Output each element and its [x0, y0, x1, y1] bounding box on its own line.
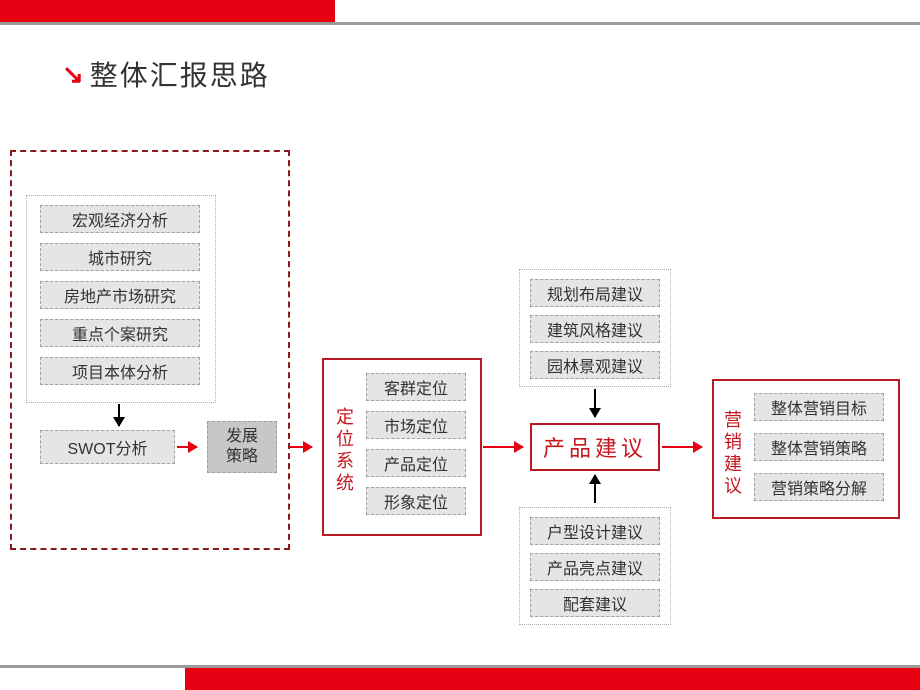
arrow-icon: ↘ [62, 59, 84, 90]
top-strip [0, 22, 920, 25]
arrow-right-icon [483, 446, 523, 448]
arrow-down-icon [118, 404, 120, 426]
analysis-item: 宏观经济分析 [40, 205, 200, 233]
arrow-up-icon [594, 475, 596, 503]
page-title: 整体汇报思路 [90, 54, 270, 94]
arrow-right-icon [662, 446, 702, 448]
analysis-item: 城市研究 [40, 243, 200, 271]
arrow-down-icon [594, 389, 596, 417]
product-box: 产品建议 [530, 423, 660, 471]
product-label: 产品建议 [543, 431, 647, 463]
strategy-label: 发展 策略 [226, 427, 258, 467]
positioning-vlabel: 定位系统 [334, 406, 356, 494]
marketing-item: 整体营销目标 [754, 393, 884, 421]
strategy-box: 发展 策略 [207, 421, 277, 473]
swot-box: SWOT分析 [40, 430, 175, 464]
analysis-item: 重点个案研究 [40, 319, 200, 347]
bottom-red-bar [185, 668, 920, 690]
analysis-item: 房地产市场研究 [40, 281, 200, 309]
page-title-row: ↘ 整体汇报思路 [62, 54, 270, 94]
marketing-item: 营销策略分解 [754, 473, 884, 501]
product-bottom-item: 产品亮点建议 [530, 553, 660, 581]
analysis-item: 项目本体分析 [40, 357, 200, 385]
positioning-item: 市场定位 [366, 411, 466, 439]
marketing-vlabel: 营销建议 [722, 409, 744, 497]
product-bottom-item: 户型设计建议 [530, 517, 660, 545]
marketing-item: 整体营销策略 [754, 433, 884, 461]
positioning-item: 产品定位 [366, 449, 466, 477]
product-top-item: 园林景观建议 [530, 351, 660, 379]
product-top-item: 建筑风格建议 [530, 315, 660, 343]
arrow-right-icon [290, 446, 312, 448]
positioning-item: 客群定位 [366, 373, 466, 401]
positioning-item: 形象定位 [366, 487, 466, 515]
product-top-item: 规划布局建议 [530, 279, 660, 307]
arrow-right-icon [177, 446, 197, 448]
top-red-bar [0, 0, 335, 22]
product-bottom-item: 配套建议 [530, 589, 660, 617]
